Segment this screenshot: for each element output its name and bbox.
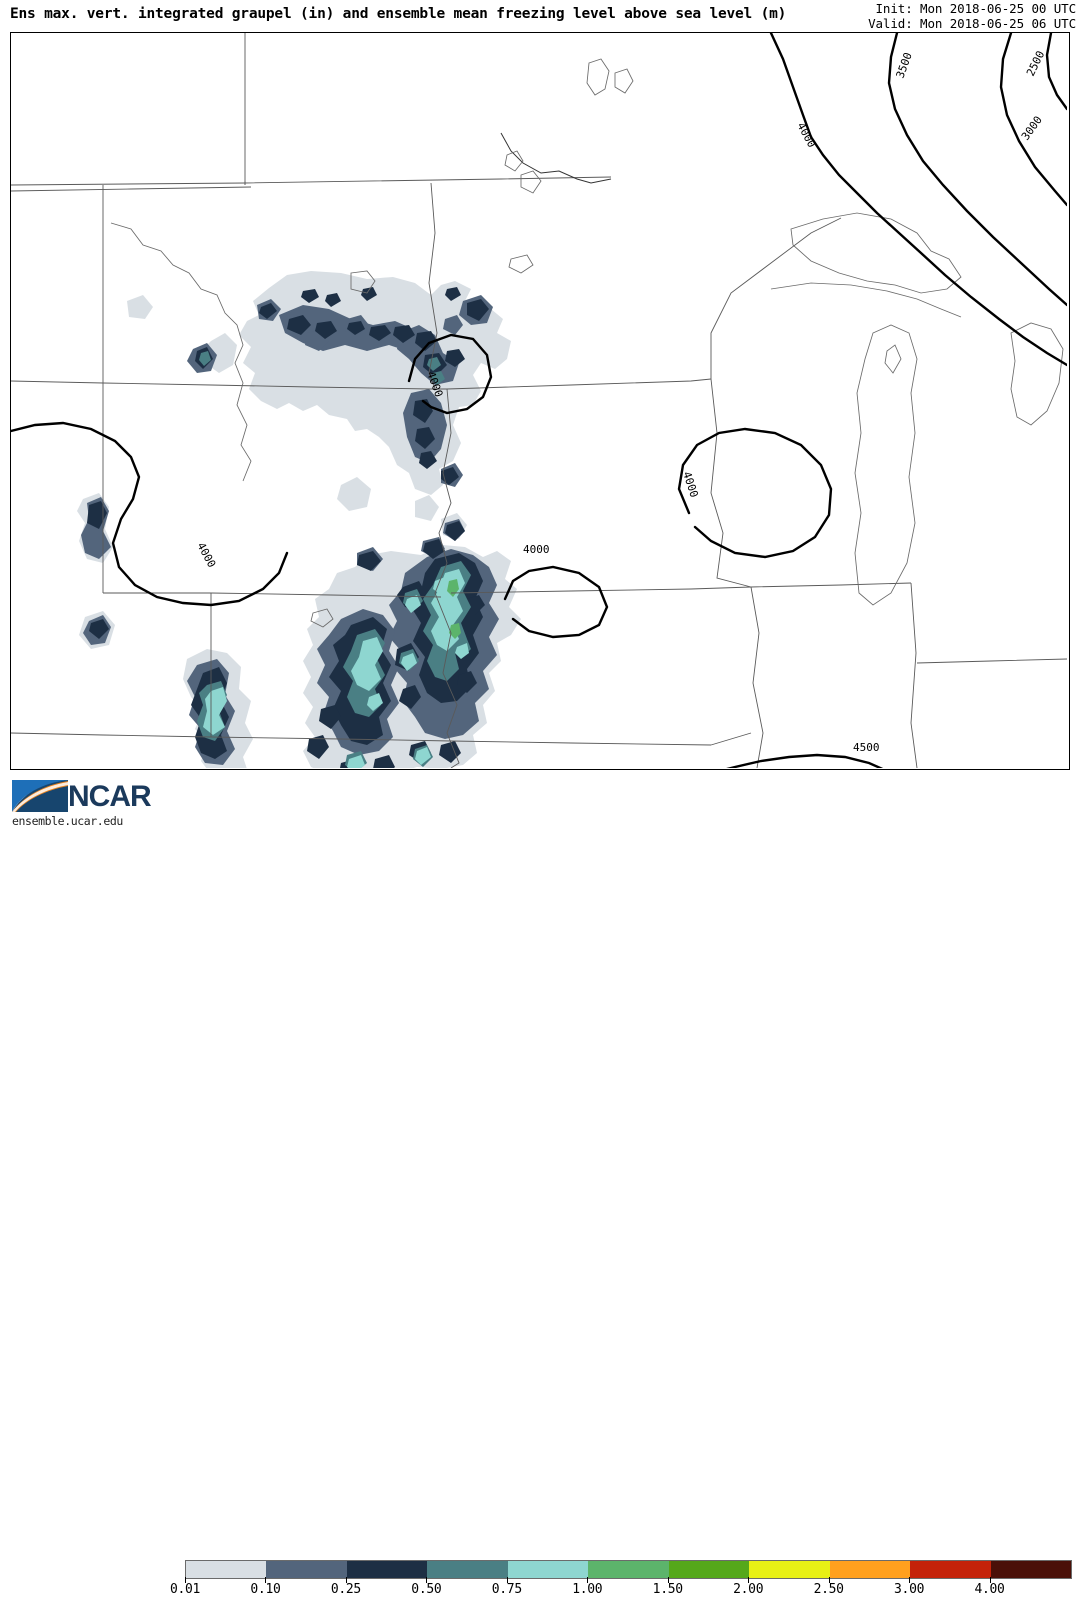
colorbar-labels: 0.01 0.10 0.25 0.50 0.75 1.00 1.50 2.00 2.50 3.00… bbox=[0, 1582, 1080, 1602]
colorbar-segment-2[interactable] bbox=[346, 1561, 428, 1578]
ncar-logo[interactable]: NCAR ensemble.ucar.edu bbox=[6, 776, 171, 832]
init-time-label: Init: Mon 2018-06-25 00 UTC bbox=[875, 1, 1077, 16]
colorbar-segment-1[interactable] bbox=[266, 1561, 347, 1578]
graupel-blob-0.01-c bbox=[337, 477, 371, 511]
colorbar-tick-label-3: 0.50 bbox=[411, 1582, 442, 1597]
colorbar-segment-0[interactable] bbox=[186, 1561, 267, 1578]
colorbar-segment-3[interactable] bbox=[427, 1561, 508, 1578]
header-bar: Ens max. vert. integrated graupel (in) a… bbox=[0, 0, 1080, 32]
colorbar-tick-label-7: 2.00 bbox=[733, 1582, 764, 1597]
contour-4500 bbox=[726, 753, 884, 768]
timestamp-block: Init: Mon 2018-06-25 00 UTC Valid: Mon 2… bbox=[868, 1, 1076, 31]
state-boundaries bbox=[11, 33, 1067, 768]
valid-time-label: Valid: Mon 2018-06-25 06 UTC bbox=[868, 16, 1076, 31]
ncar-logo-mark bbox=[10, 778, 70, 814]
graupel-field-south bbox=[77, 493, 521, 768]
colorbar-segment-7[interactable] bbox=[749, 1561, 830, 1578]
contour-4000-west bbox=[11, 421, 289, 607]
colorbar-segment-10[interactable] bbox=[990, 1561, 1071, 1578]
contour-2500 bbox=[1045, 33, 1067, 111]
freezing-level-contours bbox=[11, 33, 1067, 768]
colorbar-tick-label-8: 2.50 bbox=[813, 1582, 844, 1597]
colorbar-tick-label-10: 4.00 bbox=[974, 1582, 1005, 1597]
colorbar-tick-label-4: 0.75 bbox=[491, 1582, 522, 1597]
contour-4000-cell-ia bbox=[677, 427, 833, 559]
contour-4000-cell-ne bbox=[503, 565, 609, 639]
footer-bar: NCAR ensemble.ucar.edu 0.01 0.10 0.25 0.50 0… bbox=[0, 772, 1080, 1597]
colorbar-segment-6[interactable] bbox=[668, 1561, 750, 1578]
graupel-blob-0.01-b bbox=[127, 295, 153, 319]
contour-3500 bbox=[887, 33, 1067, 307]
colorbar-segment-4[interactable] bbox=[507, 1561, 589, 1578]
colorbar-segment-9[interactable] bbox=[910, 1561, 991, 1578]
contour-label-3000: 3000 bbox=[1019, 114, 1045, 143]
colorbar-tick-label-9: 3.00 bbox=[894, 1582, 925, 1597]
page-title: Ens max. vert. integrated graupel (in) a… bbox=[10, 6, 787, 22]
colorbar-tick-label-6: 1.50 bbox=[652, 1582, 683, 1597]
contour-label-4500: 4500 bbox=[853, 741, 880, 754]
colorbar-tick-label-5: 1.00 bbox=[572, 1582, 603, 1597]
graupel-band-0.75-group-south bbox=[203, 569, 469, 768]
colorbar-segment-8[interactable] bbox=[829, 1561, 911, 1578]
ncar-site-url: ensemble.ucar.edu bbox=[12, 814, 123, 828]
colorbar-segment-5[interactable] bbox=[588, 1561, 669, 1578]
contour-4000-cell-sd bbox=[407, 333, 493, 415]
map-svg: 4000 3500 2500 3000 4000 4000 4000 4000 … bbox=[11, 33, 1067, 768]
colorbar-tick-label-2: 0.25 bbox=[330, 1582, 361, 1597]
graupel-field-north bbox=[127, 271, 511, 521]
contour-3000 bbox=[999, 33, 1067, 207]
contour-label-2500: 2500 bbox=[1024, 49, 1047, 79]
colorbar-tick-label-0: 0.01 bbox=[169, 1582, 201, 1597]
contour-label-4000-ia: 4000 bbox=[680, 470, 701, 499]
contour-label-4000-nw: 4000 bbox=[794, 120, 818, 150]
map-canvas[interactable]: 4000 3500 2500 3000 4000 4000 4000 4000 … bbox=[10, 32, 1070, 770]
contour-label-4000-ne: 4000 bbox=[523, 543, 550, 556]
international-border bbox=[500, 132, 612, 184]
contour-label-3500: 3500 bbox=[894, 51, 915, 80]
contour-label-4000-west: 4000 bbox=[194, 540, 218, 570]
ncar-wordmark: NCAR bbox=[68, 780, 152, 813]
colorbar-tick-label-1: 0.10 bbox=[250, 1582, 281, 1597]
contour-4000-nw bbox=[769, 33, 1067, 367]
graupel-blob-0.01-d bbox=[415, 495, 439, 521]
